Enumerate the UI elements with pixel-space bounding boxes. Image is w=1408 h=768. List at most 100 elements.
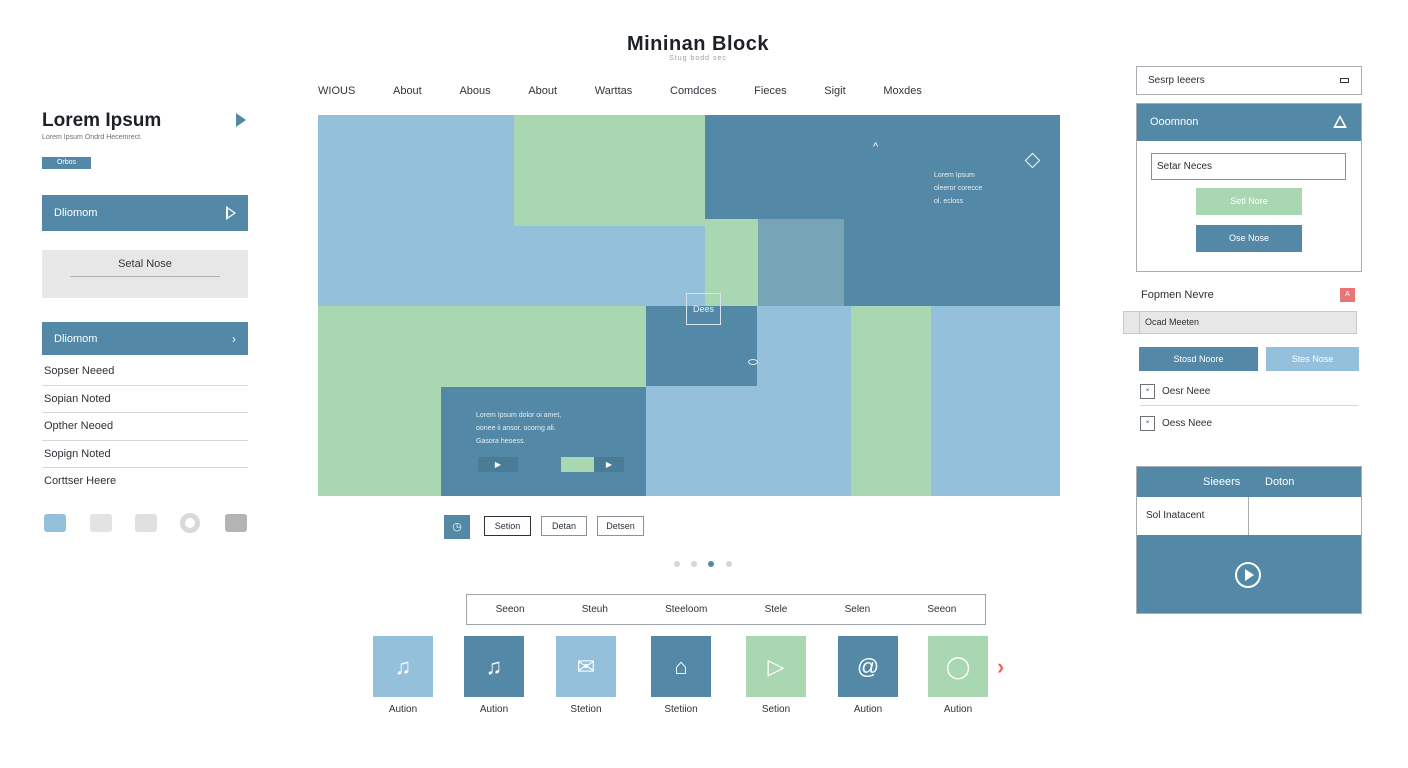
checkbox-row[interactable]: × Oess Neee <box>1140 409 1358 437</box>
checkbox[interactable]: × <box>1140 384 1155 399</box>
music-note-icon[interactable]: ♫ <box>464 636 524 697</box>
play-button[interactable]: ▶ <box>478 457 518 472</box>
grey-field[interactable]: Setal Nose <box>42 250 248 298</box>
section-label: Fopmen Nevre <box>1141 289 1214 301</box>
hero-block <box>318 306 441 496</box>
divider <box>70 276 220 277</box>
play-icon[interactable] <box>236 113 246 127</box>
alert-badge[interactable]: A <box>1340 288 1355 302</box>
play-outline-icon <box>226 206 236 220</box>
chevron-right-icon[interactable]: › <box>997 654 1005 679</box>
swatch-button[interactable] <box>135 514 157 532</box>
info-table: Sieeers Doton Sol Inatacent <box>1136 466 1362 614</box>
message-icon[interactable]: ✉ <box>556 636 616 697</box>
tile-label: Aution <box>853 704 883 715</box>
carousel-dot[interactable] <box>674 561 680 567</box>
tab[interactable]: Steuh <box>581 604 608 615</box>
nav-item[interactable]: Fieces <box>754 85 787 97</box>
divider <box>1139 312 1140 333</box>
nav-item[interactable]: Comdces <box>670 85 717 97</box>
table-cell: Sol Inatacent <box>1137 497 1249 535</box>
form-card-title: Ooomnon <box>1150 116 1199 128</box>
nav-item[interactable]: Moxdes <box>883 85 922 97</box>
hero-caption-block <box>441 387 646 496</box>
checkbox[interactable]: × <box>1140 415 1155 431</box>
play-circle-icon[interactable] <box>1235 562 1261 588</box>
swatch-button[interactable] <box>225 514 247 532</box>
carousel-dot[interactable] <box>726 561 732 567</box>
nav-item[interactable]: About <box>392 85 422 97</box>
home-icon[interactable]: ⌂ <box>651 636 711 697</box>
hero-block <box>757 306 851 496</box>
hero-top-text: Lorem Ipsum oleeror corecce ol. ecloss <box>934 172 983 205</box>
stes-nose-button[interactable]: Stes Nose <box>1266 347 1359 371</box>
tab-bar: Seeon Steuh Steeloom Stele Selen Seeon <box>466 594 986 625</box>
page-title: Mininan Block <box>626 33 770 55</box>
sidebar-badge[interactable]: Orbos <box>42 157 91 169</box>
carousel-dot[interactable] <box>691 561 697 567</box>
nav-item[interactable]: About <box>528 85 558 97</box>
minimize-icon <box>1340 78 1349 83</box>
clock-icon[interactable]: ◷ <box>444 515 470 539</box>
swatch-button[interactable] <box>44 514 66 532</box>
tab[interactable]: Stele <box>764 604 788 615</box>
chevron-right-icon: › <box>232 331 236 346</box>
list-item[interactable]: Sopian Noted <box>42 386 248 413</box>
form-card-header: Ooomnon <box>1137 104 1361 141</box>
select-bar[interactable]: Ocad Meeten <box>1123 311 1357 334</box>
list-item[interactable]: Sopign Noted <box>42 441 248 468</box>
select-bar-label: Ocad Meeten <box>1145 317 1200 327</box>
detsen-button[interactable]: Detsen <box>597 516 644 536</box>
next-button[interactable]: ▶ <box>594 457 624 472</box>
video-player <box>1137 535 1361 613</box>
hero-block <box>646 306 757 386</box>
accordion-label: Dliomom <box>54 207 98 219</box>
chevron-up-icon[interactable]: ^ <box>873 141 879 153</box>
list-item[interactable]: Sopser Neeed <box>42 358 248 386</box>
nav-item[interactable]: Sigit <box>824 85 846 97</box>
tab[interactable]: Seeon <box>927 604 957 615</box>
text-field[interactable]: Setar Neces <box>1151 153 1346 180</box>
warning-icon[interactable] <box>1333 115 1347 128</box>
hero-block <box>705 219 758 306</box>
nav-item[interactable]: WIOUS <box>318 85 356 97</box>
tile-label: Aution <box>388 704 418 715</box>
page-subtitle: Stug bodd sec <box>669 55 727 62</box>
ose-nose-button[interactable]: Ose Nose <box>1196 225 1302 252</box>
setl-nore-button[interactable]: Setl Nore <box>1196 188 1302 215</box>
list-item[interactable]: Corttser Heere <box>44 475 117 487</box>
tab[interactable]: Seeon <box>495 604 525 615</box>
checkbox-row[interactable]: × Oesr Neee <box>1140 378 1358 406</box>
column-header: Doton <box>1265 476 1295 488</box>
circle-icon[interactable]: ◯ <box>928 636 988 697</box>
list-item[interactable]: Opther Neoed <box>42 413 248 441</box>
search-input[interactable]: Sesrp Ieeers <box>1136 66 1362 95</box>
center-label-box[interactable]: Dees <box>686 293 721 325</box>
stosd-noore-button[interactable]: Stosd Noore <box>1139 347 1258 371</box>
sidebar-title: Lorem Ipsum <box>42 110 162 131</box>
top-nav: WIOUS About Abous About Warttas Comdces … <box>318 85 922 99</box>
tile-label: Stetion <box>570 704 602 715</box>
tile-label: Aution <box>479 704 509 715</box>
sidebar-list: Sopser Neeed Sopian Noted Opther Neoed S… <box>42 358 248 496</box>
swatch-button[interactable] <box>90 514 112 532</box>
accordion-header-1[interactable]: Dliomom <box>42 195 248 231</box>
setion-button[interactable]: Setion <box>484 516 531 536</box>
at-sign-icon[interactable]: @ <box>838 636 898 697</box>
accordion-header-2[interactable]: Dliomom › <box>42 322 248 355</box>
hero-block <box>514 115 705 226</box>
ellipse-icon <box>748 359 758 365</box>
nav-item[interactable]: Abous <box>459 85 491 97</box>
tab[interactable]: Selen <box>844 604 871 615</box>
hero-banner: Lorem Ipsum oleeror corecce ol. ecloss ^… <box>318 115 1060 496</box>
tab[interactable]: Steeloom <box>665 604 708 615</box>
nav-item[interactable]: Warttas <box>594 85 633 97</box>
tile-label: Setion <box>761 704 791 715</box>
carousel-dot-active[interactable] <box>708 561 714 567</box>
detan-button[interactable]: Detan <box>541 516 587 536</box>
hero-block <box>931 306 1060 496</box>
hero-block <box>646 386 757 496</box>
circle-button[interactable] <box>180 513 200 533</box>
play-icon[interactable]: ▷ <box>746 636 806 697</box>
music-note-icon[interactable]: ♫ <box>373 636 433 697</box>
